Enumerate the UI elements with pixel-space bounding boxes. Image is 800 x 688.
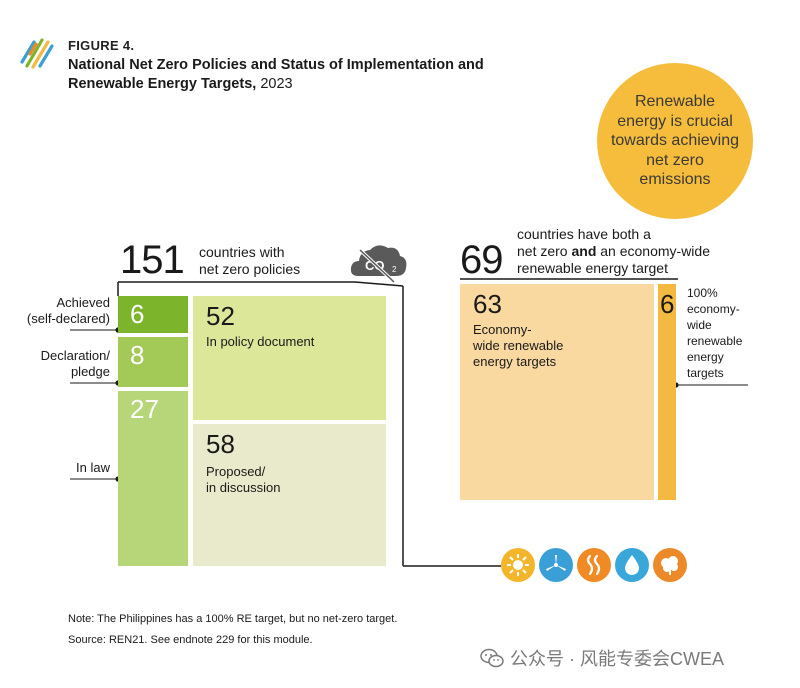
footnote-source: Source: REN21. See endnote 229 for this … [68, 634, 313, 646]
block-economy-wide-value: 63 [473, 289, 502, 319]
block-economy-wide: 63 Economy- wide renewable energy target… [460, 284, 654, 500]
label-100pct-6: targets [687, 366, 724, 380]
block-declaration-value: 8 [130, 340, 145, 370]
figure-title-main: National Net Zero Policies and Status of… [68, 57, 484, 92]
block-economy-wide-label-1: Economy- [473, 322, 532, 337]
label-declaration-1: Declaration/ [40, 348, 110, 363]
watermark: 公众号 · 风能专委会CWEA [480, 645, 724, 671]
block-100pct: 6 [658, 284, 676, 500]
right-desc-line3: renewable energy target [517, 260, 668, 276]
left-total-desc: countries with net zero policies [199, 244, 300, 278]
watermark-text: 公众号 · 风能专委会CWEA [510, 649, 724, 669]
label-100pct-5: energy [687, 350, 724, 364]
footnote-note: Note: The Philippines has a 100% RE targ… [68, 613, 398, 625]
sun-icon [501, 548, 535, 582]
biomass-tree-icon [653, 548, 687, 582]
right-desc-line2-post: an economy-wide [596, 243, 710, 259]
water-drop-icon [615, 548, 649, 582]
right-desc-line2: net zero and an economy-wide [517, 243, 710, 260]
label-100pct-4: renewable [687, 334, 743, 348]
label-100pct-1: 100% [687, 286, 718, 300]
wechat-icon [480, 648, 504, 668]
block-in-law: 27 [118, 391, 188, 566]
left-total-number: 151 [120, 238, 185, 282]
block-100pct-value: 6 [660, 289, 675, 319]
block-proposed-label-1: Proposed/ [206, 464, 266, 479]
label-achieved: Achieved (self-declared) [0, 295, 110, 327]
label-100pct-3: wide [687, 318, 712, 332]
block-in-law-value: 27 [130, 394, 159, 424]
left-total-desc-line2: net zero policies [199, 261, 301, 277]
label-in-law: In law [0, 460, 110, 476]
block-policy-document-label: In policy document [206, 334, 315, 349]
block-policy-document: 52 In policy document [193, 296, 386, 420]
heat-waves-icon [577, 548, 611, 582]
block-policy-document-value: 52 [206, 301, 235, 331]
right-desc-line1: countries have both a [517, 226, 651, 242]
label-achieved-1: Achieved [56, 295, 110, 310]
callout-text: Renewable energy is crucial towards achi… [610, 93, 740, 189]
block-economy-wide-label-2: wide renewable [473, 338, 564, 353]
co2-subscript: 2 [392, 265, 397, 274]
label-declaration-2: pledge [70, 364, 110, 379]
right-desc-line2-pre: net zero [517, 243, 572, 259]
label-in-law-1: In law [76, 460, 110, 475]
block-declaration: 8 [118, 337, 188, 387]
right-desc-line2-bold: and [571, 243, 597, 259]
label-100pct-2: economy- [687, 302, 740, 316]
figure-title: National Net Zero Policies and Status of… [68, 56, 488, 94]
block-proposed-value: 58 [206, 429, 235, 459]
wind-turbine-icon [539, 548, 573, 582]
right-total-desc: countries have both a net zero and an ec… [517, 226, 710, 277]
block-achieved: 6 [118, 296, 188, 333]
block-proposed: 58 Proposed/ in discussion [193, 424, 386, 566]
right-total-number: 69 [460, 238, 503, 282]
left-total-desc-line1: countries with [199, 244, 285, 260]
block-economy-wide-label-3: energy targets [473, 354, 557, 369]
block-achieved-value: 6 [130, 299, 145, 329]
label-declaration: Declaration/ pledge [0, 348, 110, 380]
callout-circle: Renewable energy is crucial towards achi… [597, 63, 753, 219]
renewables-stripes-logo-icon [20, 38, 54, 69]
label-100pct: 100% economy- wide renewable energy targ… [687, 285, 767, 381]
block-proposed-label-2: in discussion [206, 480, 281, 495]
label-achieved-2: (self-declared) [26, 311, 110, 326]
co2-cloud-icon: CO 2 [350, 245, 407, 284]
energy-icons-row [501, 548, 687, 582]
figure-title-year: 2023 [256, 76, 293, 92]
figure-label: FIGURE 4. [68, 38, 135, 53]
